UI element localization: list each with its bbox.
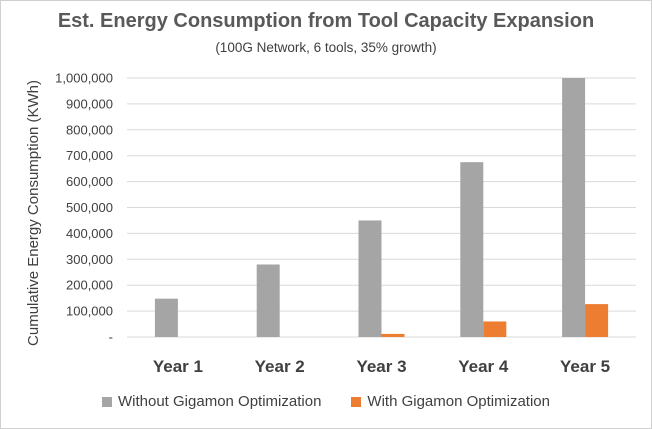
y-tick-label: 500,000 xyxy=(66,200,113,215)
y-tick-label: - xyxy=(109,330,113,345)
y-tick-label: 200,000 xyxy=(66,278,113,293)
x-tick-label: Year 1 xyxy=(153,357,203,376)
y-tick-label: 600,000 xyxy=(66,174,113,189)
y-tick-label: 1,000,000 xyxy=(55,71,113,86)
bar-with-year-4 xyxy=(483,321,507,337)
bar-with-year-5 xyxy=(585,304,609,337)
bar-without-year-1 xyxy=(154,298,178,337)
legend-swatch-without xyxy=(102,396,112,407)
y-axis-label: Cumulative Energy Consumption (KWh) xyxy=(25,80,42,346)
y-tick-label: 700,000 xyxy=(66,148,113,163)
legend: Without Gigamon Optimization With Gigamo… xyxy=(0,393,652,410)
x-tick-label: Year 4 xyxy=(458,357,509,376)
legend-swatch-with xyxy=(351,396,362,407)
y-axis-ticks: - 100,000 200,000 300,000 400,000 500,000 600,… xyxy=(55,71,113,345)
bars xyxy=(154,78,609,337)
y-tick-label: 300,000 xyxy=(66,252,113,267)
chart-subtitle: (100G Network, 6 tools, 35% growth) xyxy=(215,40,437,55)
legend-item-with: With Gigamon Optimization xyxy=(351,393,550,410)
x-tick-label: Year 3 xyxy=(356,357,406,376)
legend-item-without: Without Gigamon Optimization xyxy=(102,393,321,410)
y-tick-label: 900,000 xyxy=(66,96,113,111)
y-tick-label: 400,000 xyxy=(66,226,113,241)
chart-title: Est. Energy Consumption from Tool Capaci… xyxy=(57,10,595,32)
y-tick-label: 800,000 xyxy=(66,122,113,137)
x-axis-ticks: Year 1 Year 2 Year 3 Year 4 Year 5 xyxy=(153,357,610,376)
bar-without-year-3 xyxy=(358,220,382,337)
bar-with-year-3 xyxy=(381,333,405,337)
x-tick-label: Year 5 xyxy=(560,357,610,376)
y-tick-label: 100,000 xyxy=(66,304,113,319)
bar-without-year-2 xyxy=(256,264,280,337)
x-tick-label: Year 2 xyxy=(255,357,305,376)
bar-without-year-4 xyxy=(460,162,484,337)
legend-label-without: Without Gigamon Optimization xyxy=(118,393,322,410)
legend-label-with: With Gigamon Optimization xyxy=(367,393,550,410)
bar-without-year-5 xyxy=(562,78,586,337)
